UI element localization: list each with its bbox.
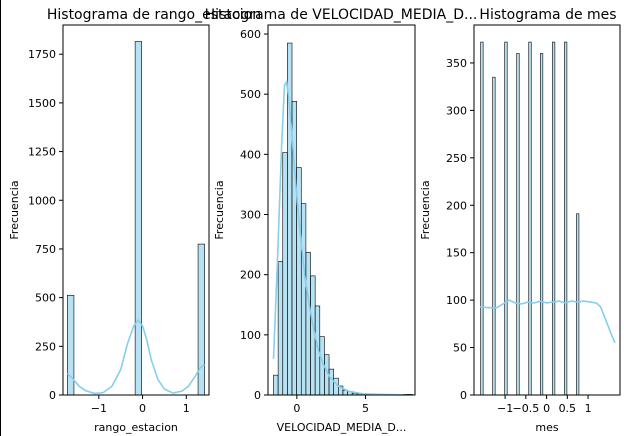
histogram-bar: [528, 41, 532, 396]
histogram-bar: [282, 152, 288, 396]
y-tick-label: 500: [35, 292, 56, 305]
histogram-bar: [540, 53, 544, 396]
histogram-bar: [300, 203, 307, 396]
y-tick-label: 1750: [28, 48, 56, 61]
kde-curve: [272, 79, 407, 396]
chart-title: Histograma de mes: [479, 7, 616, 23]
y-tick-label: 1500: [28, 97, 56, 110]
y-tick-label: 600: [240, 28, 261, 41]
histogram-bar: [492, 76, 496, 396]
y-tick-label: 400: [240, 148, 261, 161]
y-tick-label: 300: [240, 209, 261, 222]
histogram-bar: [277, 261, 284, 396]
y-tick-label: 750: [35, 243, 56, 256]
histogram-panel-1: −1 0 102505007501000125015001750rango_esta…: [8, 7, 261, 434]
y-tick-label: 200: [446, 199, 467, 212]
y-tick-label: 100: [446, 294, 467, 307]
histogram-bar: [305, 252, 311, 396]
histogram-bar: [197, 243, 205, 396]
y-tick-label: 500: [240, 88, 261, 101]
plot-frame: [62, 24, 210, 396]
y-tick-label: 250: [446, 152, 467, 165]
x-tick-label: 1: [585, 402, 592, 415]
y-axis-label: Frecuencia: [213, 180, 226, 239]
y-tick-label: 300: [446, 104, 467, 117]
histogram-bar: [480, 41, 484, 396]
x-tick-label: −0.5: [512, 402, 539, 415]
y-tick-label: 0: [460, 389, 467, 402]
kde-curve: [480, 299, 616, 344]
y-tick-label: 1250: [28, 146, 56, 159]
kde-curve: [66, 318, 206, 395]
plot-frame: [267, 24, 416, 396]
y-tick-label: 0: [254, 389, 261, 402]
x-axis-label: mes: [535, 421, 558, 434]
y-axis-label: Frecuencia: [419, 180, 432, 239]
x-tick-label: 0: [543, 402, 550, 415]
chart-title: Histograma de VELOCIDAD_MEDIA_D...: [205, 7, 478, 23]
histogram-bar: [552, 41, 556, 396]
y-tick-label: 1000: [28, 194, 56, 207]
histogram-panel-2: 0 50100200300400500600VELOCIDAD_MEDIA_D..…: [205, 7, 478, 434]
y-tick-label: 100: [240, 329, 261, 342]
y-tick-label: 150: [446, 247, 467, 260]
x-tick-label: −1: [497, 402, 513, 415]
chart-title: Histograma de rango_estacion: [47, 7, 261, 23]
histogram-bar: [576, 213, 580, 396]
y-tick-label: 200: [240, 269, 261, 282]
histogram-bar: [504, 41, 508, 396]
x-tick-label: −1: [91, 402, 107, 415]
y-tick-label: 250: [35, 340, 56, 353]
histogram-panel-3: −1 −0.5 0 0.5 1 0 50 100 150 200 250 300 350 mes Frecu…: [419, 7, 621, 434]
x-tick-label: 0: [139, 402, 146, 415]
y-tick-label: 350: [446, 57, 467, 70]
histogram-bar: [273, 374, 279, 396]
histogram-bar: [516, 53, 520, 396]
plot-frame: [473, 24, 621, 396]
x-tick-label: 1: [183, 402, 190, 415]
x-axis-label: VELOCIDAD_MEDIA_D...: [277, 421, 407, 434]
histogram-bar: [134, 41, 142, 396]
x-tick-label: 5: [362, 402, 369, 415]
x-tick-label: 0: [293, 402, 300, 415]
y-tick-label: 0: [49, 389, 56, 402]
x-axis-label: rango_estacion: [94, 421, 178, 434]
x-tick-label: 0.5: [559, 402, 577, 415]
histogram-bar: [328, 368, 334, 396]
histogram-bar: [564, 41, 568, 396]
y-tick-label: 50: [453, 342, 467, 355]
window-left-edge: [0, 0, 1, 436]
y-axis-label: Frecuencia: [8, 180, 21, 239]
